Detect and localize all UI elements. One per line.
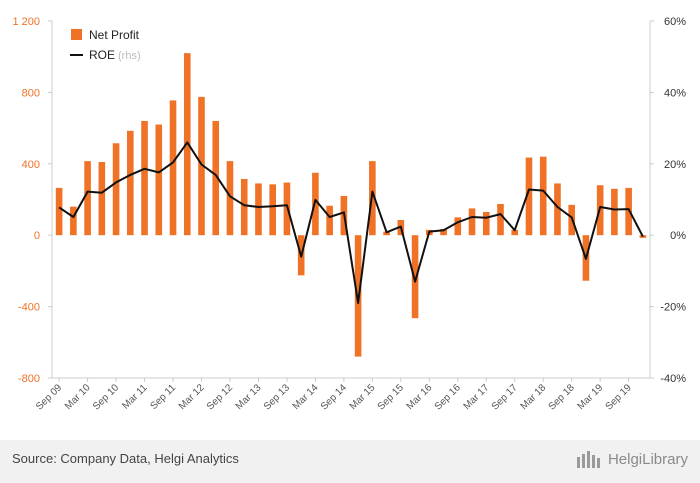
bar-net-profit: [383, 231, 390, 236]
bar-net-profit: [482, 211, 490, 236]
x-tick-label: Mar 17: [462, 382, 492, 412]
left-tick-label: 1 200: [12, 16, 40, 28]
left-tick-label: -400: [18, 302, 40, 314]
x-tick-label: Mar 15: [348, 382, 378, 412]
x-tick-label: Mar 10: [63, 382, 93, 412]
bar-net-profit: [55, 187, 63, 236]
x-tick-label: Mar 13: [234, 382, 264, 412]
bar-net-profit: [554, 183, 561, 236]
brand: HelgiLibrary: [576, 449, 688, 469]
right-tick-label: 40%: [664, 87, 686, 99]
x-tick-label: Mar 18: [519, 382, 549, 412]
bar-net-profit: [411, 235, 419, 319]
x-tick-label: Sep 15: [376, 382, 406, 412]
bar-net-profit: [454, 217, 462, 236]
library-icon: [576, 451, 600, 468]
bar-net-profit: [212, 120, 220, 236]
bar-net-profit: [255, 183, 262, 236]
x-tick-label: Mar 14: [291, 382, 321, 412]
right-tick-label: 0%: [670, 230, 686, 242]
x-tick-label: Sep 09: [34, 382, 64, 412]
x-tick-label: Sep 10: [91, 382, 121, 412]
bar-net-profit: [226, 161, 234, 236]
source-note: Source: Company Data, Helgi Analytics: [12, 451, 239, 466]
legend-label-net-profit: Net Profit: [89, 28, 140, 42]
left-tick-label: 400: [22, 159, 40, 171]
x-tick-label: Mar 11: [120, 382, 150, 412]
bar-net-profit: [611, 188, 618, 236]
right-tick-label: 20%: [664, 159, 686, 171]
bar-net-profit: [127, 130, 134, 236]
footer: Source: Company Data, Helgi Analytics He…: [0, 440, 700, 483]
bar-net-profit: [98, 162, 106, 236]
bar-net-profit: [141, 120, 148, 236]
bar-net-profit: [539, 156, 547, 236]
bar-net-profit: [169, 100, 177, 236]
bar-net-profit: [525, 157, 533, 236]
x-tick-label: Sep 16: [433, 382, 463, 412]
bar-net-profit: [70, 206, 77, 236]
left-tick-label: 800: [22, 87, 40, 99]
x-tick-label: Mar 12: [177, 382, 207, 412]
right-tick-label: 60%: [664, 16, 686, 28]
bar-net-profit: [240, 178, 248, 236]
bar-net-profit: [497, 203, 504, 236]
brand-name: HelgiLibrary: [607, 450, 688, 468]
x-tick-label: Sep 17: [490, 382, 520, 412]
x-tick-label: Sep 11: [148, 382, 178, 412]
bar-net-profit: [326, 205, 333, 236]
bar-net-profit: [112, 143, 120, 236]
bar-net-profit: [269, 184, 276, 236]
left-tick-label: -800: [18, 373, 40, 385]
right-tick-label: -20%: [660, 302, 686, 314]
legend-label-roe: ROE: [89, 48, 115, 62]
bar-net-profit: [198, 96, 205, 236]
bar-net-profit: [84, 161, 91, 236]
left-tick-label: 0: [34, 230, 40, 242]
x-tick-label: Sep 18: [547, 382, 577, 412]
bar-net-profit: [440, 228, 447, 236]
legend-suffix-roe: (rhs): [118, 50, 141, 62]
bar-net-profit: [155, 124, 163, 236]
bar-net-profit: [468, 208, 476, 236]
x-tick-label: Sep 19: [604, 382, 634, 412]
line-roe: [58, 141, 644, 304]
bar-net-profit: [511, 229, 519, 236]
x-tick-label: Sep 14: [319, 382, 349, 412]
x-tick-label: Sep 12: [205, 382, 235, 412]
right-tick-label: -40%: [660, 373, 686, 385]
x-tick-label: Mar 19: [576, 382, 606, 412]
legend-swatch-net-profit: [71, 29, 82, 40]
bar-net-profit: [625, 187, 632, 236]
chart-area: -800 -400 0 400 800 1 200 -40% -20% 0% 20% 40% 60% S…: [12, 16, 686, 413]
x-tick-label: Sep 13: [262, 382, 292, 412]
x-tick-label: Mar 16: [405, 382, 435, 412]
